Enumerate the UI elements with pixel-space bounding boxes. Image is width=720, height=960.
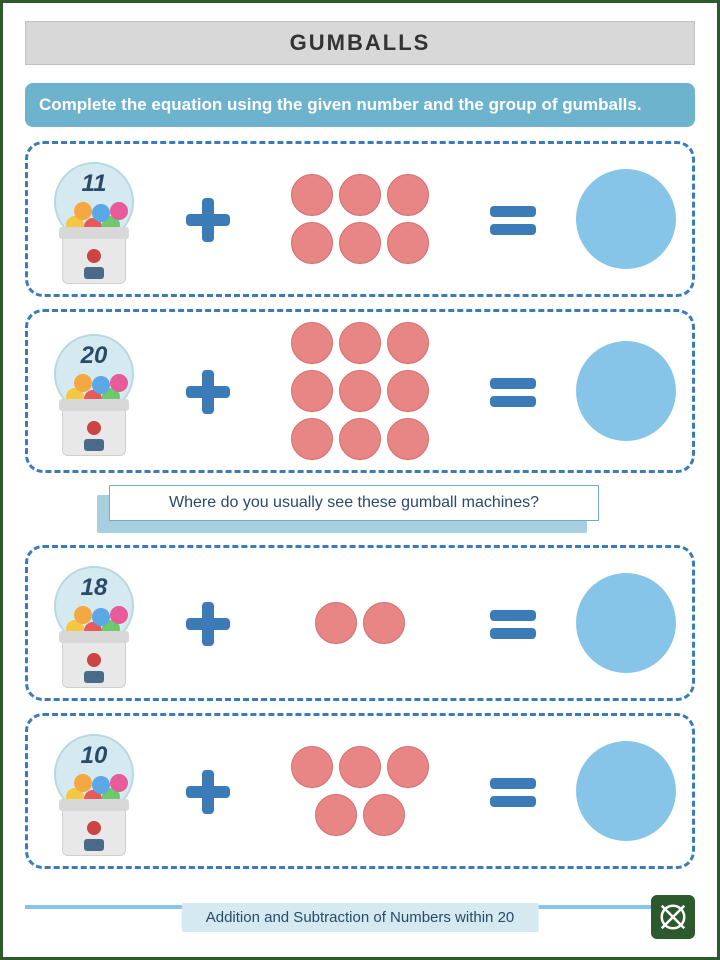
- equals-icon: [488, 366, 538, 416]
- machine-slot: [84, 839, 104, 851]
- gumball: [315, 602, 357, 644]
- gumball-machine: 18: [44, 558, 144, 688]
- machine-slot: [84, 439, 104, 451]
- gumball: [387, 746, 429, 788]
- answer-circle[interactable]: [576, 169, 676, 269]
- gumball-row: [291, 174, 429, 216]
- machine-number: 11: [56, 170, 132, 198]
- plus-icon: [182, 194, 232, 244]
- gumball: [315, 794, 357, 836]
- machine-number: 18: [56, 574, 132, 602]
- question-container: Where do you usually see these gumball m…: [25, 485, 695, 531]
- page-title: GUMBALLS: [25, 21, 695, 65]
- gumball: [291, 746, 333, 788]
- gumball: [387, 322, 429, 364]
- pencil-ruler-icon: [651, 895, 695, 939]
- problems-container-bottom: 18 10: [25, 545, 695, 869]
- footer: Addition and Subtraction of Numbers with…: [3, 905, 717, 945]
- gumball-machine: 11: [44, 154, 144, 284]
- gumball-row: [291, 418, 429, 460]
- machine-slot: [84, 267, 104, 279]
- machine-base: [62, 234, 126, 284]
- machine-slot: [84, 671, 104, 683]
- answer-circle[interactable]: [576, 741, 676, 841]
- gumball: [387, 418, 429, 460]
- gumball: [291, 418, 333, 460]
- gumball-row: [291, 322, 429, 364]
- gumball-machine: 20: [44, 326, 144, 456]
- gumball-machine: 10: [44, 726, 144, 856]
- gumball-row: [291, 222, 429, 264]
- plus-icon: [182, 766, 232, 816]
- gumball: [291, 322, 333, 364]
- gumball: [387, 174, 429, 216]
- gumball: [291, 370, 333, 412]
- answer-circle[interactable]: [576, 573, 676, 673]
- gumball-row: [291, 370, 429, 412]
- machine-number: 10: [56, 742, 132, 770]
- gumball-row: [315, 602, 405, 644]
- problem-row: 10: [25, 713, 695, 869]
- machine-base: [62, 806, 126, 856]
- problem-row: 18: [25, 545, 695, 701]
- gumball: [291, 174, 333, 216]
- gumball: [363, 794, 405, 836]
- gumball: [339, 746, 381, 788]
- gumball: [339, 174, 381, 216]
- instruction-text: Complete the equation using the given nu…: [25, 83, 695, 127]
- gumball: [387, 222, 429, 264]
- gumball: [339, 322, 381, 364]
- gumball-group: [270, 746, 450, 836]
- plus-icon: [182, 598, 232, 648]
- gumball-group: [270, 602, 450, 644]
- gumball-group: [270, 322, 450, 460]
- answer-circle[interactable]: [576, 341, 676, 441]
- equals-icon: [488, 598, 538, 648]
- gumball-row: [291, 746, 429, 788]
- worksheet-page: GUMBALLS Complete the equation using the…: [0, 0, 720, 960]
- equals-icon: [488, 194, 538, 244]
- gumball: [339, 418, 381, 460]
- problems-container-top: 11 20: [25, 141, 695, 473]
- gumball: [339, 370, 381, 412]
- gumball: [387, 370, 429, 412]
- gumball: [291, 222, 333, 264]
- gumball-row: [315, 794, 405, 836]
- machine-base: [62, 638, 126, 688]
- problem-row: 11: [25, 141, 695, 297]
- machine-base: [62, 406, 126, 456]
- problem-row: 20: [25, 309, 695, 473]
- gumball: [339, 222, 381, 264]
- machine-number: 20: [56, 342, 132, 370]
- question-text: Where do you usually see these gumball m…: [109, 485, 599, 521]
- plus-icon: [182, 366, 232, 416]
- gumball: [363, 602, 405, 644]
- equals-icon: [488, 766, 538, 816]
- footer-label: Addition and Subtraction of Numbers with…: [182, 903, 539, 932]
- gumball-group: [270, 174, 450, 264]
